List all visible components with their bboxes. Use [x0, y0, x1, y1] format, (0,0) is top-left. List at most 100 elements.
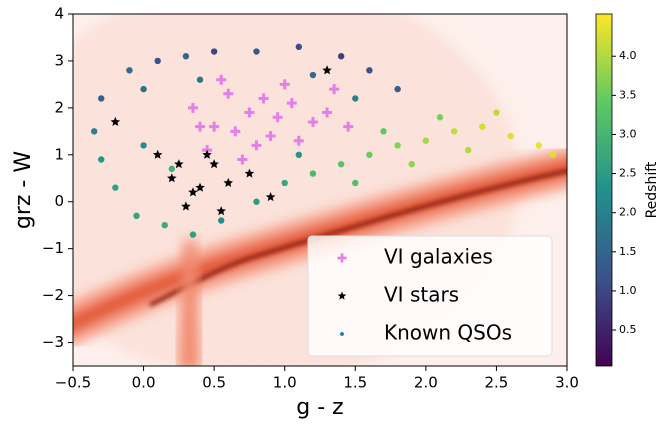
star-point — [188, 187, 198, 197]
qso-point — [253, 198, 260, 205]
y-tick-label: 1 — [54, 145, 64, 163]
galaxy-point — [244, 107, 255, 118]
y-tick-label: −3 — [42, 333, 64, 351]
x-tick-label: 1.0 — [273, 374, 297, 392]
qso-point — [98, 156, 105, 163]
plot-frame — [72, 13, 568, 367]
y-tick-label: −1 — [42, 239, 64, 257]
qso-point — [394, 142, 401, 149]
star-point — [110, 116, 121, 126]
star-point — [216, 206, 226, 216]
y-tick-label: 3 — [54, 51, 64, 69]
star-point — [167, 173, 177, 183]
qso-point — [394, 85, 401, 93]
qso-point — [352, 179, 359, 187]
galaxy-point — [307, 116, 318, 127]
x-tick-label: 0.0 — [132, 374, 156, 392]
colorbar-tick-label: 2.5 — [619, 167, 637, 180]
qso-point — [479, 123, 486, 130]
qso-point — [507, 132, 514, 140]
star-point — [244, 168, 255, 178]
qso-point — [126, 67, 133, 74]
qso-point — [98, 95, 105, 102]
colorbar-tick-label: 3.0 — [619, 127, 637, 140]
y-tick-label: −2 — [42, 286, 64, 304]
qso-point — [189, 231, 197, 238]
qso-point — [422, 137, 430, 144]
x-tick-label: 3.0 — [555, 374, 579, 392]
star-point — [322, 65, 332, 75]
colorbar-tick-label: 2.0 — [619, 206, 637, 219]
qso-point — [337, 160, 345, 168]
qso-point — [366, 67, 373, 74]
star-point — [202, 149, 212, 159]
y-axis-label: grz - W — [11, 151, 36, 229]
galaxy-point — [209, 121, 220, 132]
x-tick-label: 2.5 — [484, 374, 508, 392]
colorbar-label: Redshift — [644, 161, 660, 218]
y-tick-label: 4 — [54, 5, 64, 23]
galaxy-point — [343, 121, 354, 132]
qso-point — [549, 151, 557, 158]
galaxy-point — [279, 79, 290, 90]
qso-point — [408, 160, 415, 168]
galaxy-point — [265, 131, 276, 142]
qso-point — [133, 212, 140, 220]
colorbar-tick-label: 1.0 — [619, 284, 637, 297]
qso-point — [337, 53, 345, 60]
x-tick-label: 2.0 — [414, 374, 438, 392]
qso-point — [140, 85, 147, 93]
qso-point — [340, 332, 344, 336]
star-point — [174, 159, 184, 169]
galaxy-point — [216, 74, 227, 85]
qso-point — [366, 151, 373, 158]
galaxy-point — [195, 121, 206, 132]
qso-point — [140, 142, 147, 149]
qso-point — [380, 128, 387, 135]
qso-point — [218, 217, 225, 224]
galaxy-point — [230, 126, 241, 137]
y-tick-label: 0 — [54, 192, 64, 210]
qso-point — [196, 76, 204, 83]
galaxy-point — [272, 112, 283, 123]
galaxy-point — [286, 98, 297, 109]
qso-point — [450, 128, 458, 135]
legend-box — [307, 235, 553, 357]
qso-point — [352, 95, 359, 102]
colorbar — [595, 13, 613, 367]
legend-label: VI galaxies — [384, 245, 493, 269]
galaxy-point — [251, 140, 262, 151]
x-tick-label: −0.5 — [55, 374, 91, 392]
star-point — [223, 178, 233, 187]
star-point — [181, 201, 191, 211]
galaxy-point — [223, 88, 234, 99]
galaxy-point — [322, 107, 333, 118]
qso-point — [493, 109, 500, 116]
galaxy-point — [237, 154, 248, 165]
star-point — [337, 291, 347, 300]
colorbar-tick-label: 1.5 — [619, 245, 637, 258]
qso-point — [436, 114, 444, 121]
legend-label: VI stars — [384, 283, 459, 307]
qso-point — [295, 151, 303, 158]
galaxy-point — [293, 135, 304, 146]
colorbar-tick-label: 0.5 — [619, 323, 637, 336]
colorbar-tick-label: 3.5 — [619, 88, 637, 101]
qso-point — [182, 53, 190, 60]
qso-point — [309, 170, 317, 177]
points — [90, 43, 557, 238]
qso-point — [154, 57, 161, 65]
galaxy-point — [329, 84, 340, 95]
star-point — [265, 192, 276, 202]
qso-point — [90, 128, 98, 135]
x-tick-label: 1.5 — [343, 374, 367, 392]
qso-point — [112, 184, 119, 191]
colorbar-tick-label: 4.0 — [619, 49, 637, 62]
y-tick-label: 2 — [54, 98, 64, 116]
star-point — [152, 149, 163, 159]
qso-point — [161, 222, 168, 229]
star-point — [195, 182, 205, 192]
qso-point — [168, 165, 175, 173]
